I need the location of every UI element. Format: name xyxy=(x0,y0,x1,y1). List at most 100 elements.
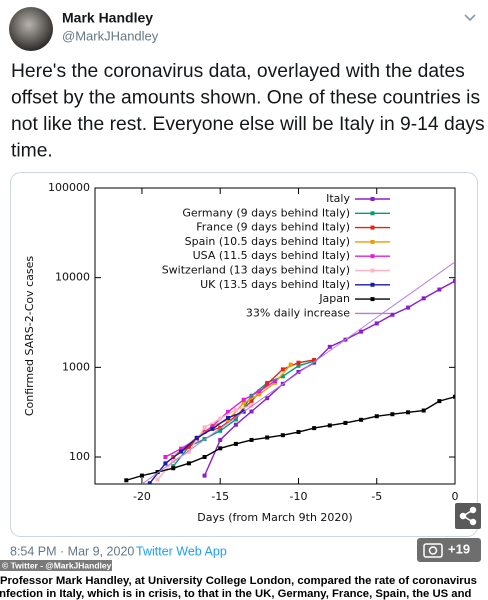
series-marker xyxy=(406,410,411,415)
series-marker xyxy=(179,446,184,451)
series-marker xyxy=(218,437,223,442)
avatar[interactable] xyxy=(9,7,53,51)
author-name[interactable]: Mark Handley xyxy=(62,10,153,26)
legend-label: France (9 days behind Italy) xyxy=(196,221,350,234)
series-marker xyxy=(296,360,301,365)
series-marker xyxy=(186,449,191,454)
series-line xyxy=(126,396,455,481)
series-marker xyxy=(171,459,176,464)
share-button[interactable] xyxy=(455,503,481,529)
series-marker xyxy=(249,409,254,414)
legend-marker xyxy=(370,254,375,259)
series-marker xyxy=(296,363,301,368)
series-marker xyxy=(186,444,191,449)
series-marker xyxy=(257,392,262,397)
author-handle[interactable]: @MarkJHandley xyxy=(62,28,159,43)
legend-marker xyxy=(370,282,375,287)
y-tick-label: 100000 xyxy=(48,181,90,194)
series-marker xyxy=(374,321,379,326)
series-marker xyxy=(155,477,160,482)
y-tick-label: 1000 xyxy=(62,360,90,373)
series-marker xyxy=(202,473,207,478)
series-marker xyxy=(390,412,395,417)
series xyxy=(124,394,455,483)
series-marker xyxy=(241,397,246,402)
series-marker xyxy=(437,287,442,292)
series-marker xyxy=(280,374,285,379)
series-marker xyxy=(327,423,332,428)
series-marker xyxy=(202,455,207,460)
x-tick-label: -15 xyxy=(211,490,229,503)
series-marker xyxy=(226,415,231,420)
series-marker xyxy=(453,394,455,399)
chart-image[interactable] xyxy=(10,172,478,537)
series-marker xyxy=(163,455,168,460)
tweet-text-line: Here's the coronavirus data, overlayed w… xyxy=(11,61,465,82)
tweet-text-line: time. xyxy=(11,141,53,162)
series-marker xyxy=(249,437,254,442)
menu-chevron[interactable] xyxy=(464,14,476,22)
series-marker xyxy=(218,425,223,430)
legend-marker xyxy=(370,297,375,302)
series-marker xyxy=(233,407,238,412)
series-marker xyxy=(421,296,426,301)
series-marker xyxy=(124,478,129,483)
series-marker xyxy=(327,344,332,349)
series-marker xyxy=(280,433,285,438)
series-marker xyxy=(226,417,231,422)
series-marker xyxy=(374,414,379,419)
share-icon xyxy=(459,506,477,526)
series-marker xyxy=(233,441,238,446)
series-marker xyxy=(343,420,348,425)
legend-label: USA (11.5 days behind Italy) xyxy=(193,249,350,262)
source-link[interactable]: Twitter Web App xyxy=(136,544,227,558)
series-marker xyxy=(139,473,144,478)
series-marker xyxy=(241,401,246,406)
legend-label: Japan xyxy=(318,292,350,305)
series-marker xyxy=(202,436,207,441)
series-marker xyxy=(249,403,254,408)
series-marker xyxy=(312,357,317,362)
legend-label: Switzerland (13 days behind Italy) xyxy=(162,264,350,277)
legend-label: Spain (10.5 days behind Italy) xyxy=(185,235,350,248)
plot-frame xyxy=(94,187,456,485)
series-marker xyxy=(218,428,223,433)
series-line xyxy=(141,261,455,484)
series-marker xyxy=(421,408,426,413)
legend-label: UK (13.5 days behind Italy) xyxy=(200,278,350,291)
series-marker xyxy=(359,417,364,422)
series-marker xyxy=(453,279,455,284)
watermark: © Twitter - @MarkJHandley xyxy=(2,560,112,570)
x-axis-label: Days (from March 9th 2020) xyxy=(197,511,352,524)
series-marker xyxy=(210,424,215,429)
caption: Professor Mark Handley, at University Co… xyxy=(0,575,477,600)
series-marker xyxy=(202,425,207,430)
series-marker xyxy=(163,461,168,466)
photo-count: +19 xyxy=(448,541,470,556)
series-marker xyxy=(257,389,262,394)
legend-label: Italy xyxy=(326,192,350,205)
series-marker xyxy=(233,417,238,422)
y-tick-label: 10000 xyxy=(55,271,90,284)
legend-marker xyxy=(370,197,375,201)
series-marker xyxy=(406,305,411,310)
series-marker xyxy=(280,367,285,372)
series-marker xyxy=(155,470,160,475)
series-marker xyxy=(171,466,176,471)
x-tick-label: 0 xyxy=(452,490,459,503)
legend-label: 33% daily increase xyxy=(246,306,350,319)
tweet-text-line: offset by the amounts shown. One of thes… xyxy=(11,88,480,109)
series-marker xyxy=(233,414,238,419)
y-axis-label: Confirmed SARS-2-Cov cases xyxy=(23,256,36,417)
series-marker xyxy=(147,481,152,484)
series-marker xyxy=(390,312,395,317)
caption-line: infection in Italy, which is in crisis, … xyxy=(0,588,471,600)
series-marker xyxy=(186,461,191,466)
series-marker xyxy=(265,381,270,386)
caption-line: Professor Mark Handley, at University Co… xyxy=(0,575,477,587)
legend-marker xyxy=(370,211,375,216)
x-tick-label: -20 xyxy=(133,490,151,503)
timestamp: 8:54 PM · Mar 9, 2020 · xyxy=(10,544,142,558)
series-marker xyxy=(233,422,238,427)
series-marker xyxy=(265,396,270,401)
